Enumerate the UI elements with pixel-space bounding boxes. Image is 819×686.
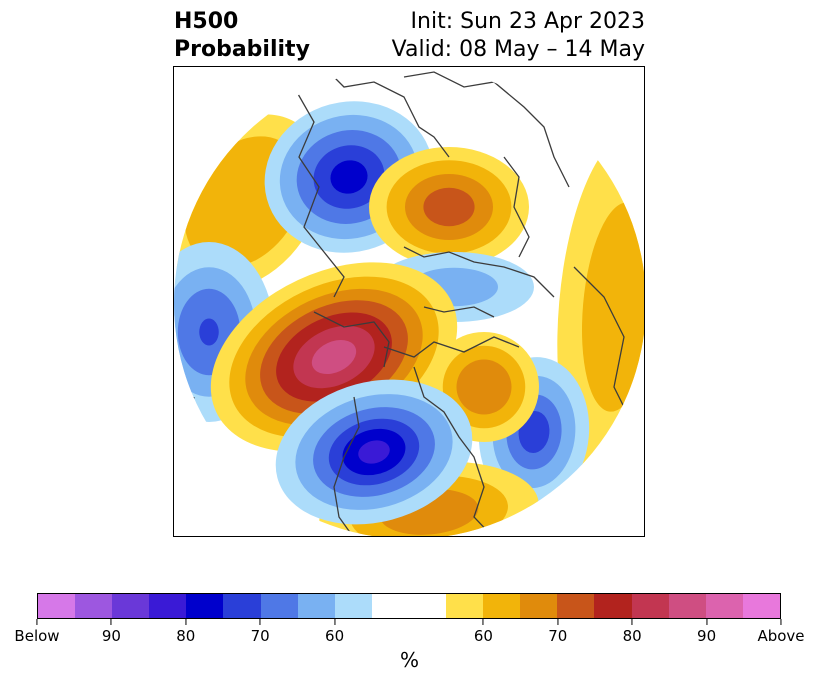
colorbar-ticks: Below 90 80 70 60 60 70 80 90 Above (14, 619, 805, 649)
coastline (573, 266, 635, 428)
coastline (413, 366, 495, 536)
colorbar-tick: 90 (102, 619, 121, 645)
colorbar-tick-label: 60 (325, 627, 345, 645)
probability-contour (199, 318, 219, 346)
colorbar-unit-label: % (399, 648, 419, 672)
polar-stereographic-map (174, 67, 644, 536)
colorbar-tick: 80 (176, 619, 195, 645)
colorbar-tick: 80 (623, 619, 642, 645)
probability-contour (456, 359, 512, 415)
colorbar-segment (297, 594, 335, 618)
probability-contour (311, 339, 357, 375)
coastline (503, 156, 530, 258)
colorbar-segment (112, 594, 150, 618)
colorbar-segment (557, 594, 595, 618)
product-label: Probability (174, 37, 310, 62)
colorbar-tick: Above (757, 619, 805, 645)
coastline (293, 86, 345, 298)
colorbar-segment (75, 594, 113, 618)
colorbar-segment (742, 594, 780, 618)
colorbar-tick: Below (14, 619, 60, 645)
valid-range-label: Valid: 08 May – 14 May (391, 37, 645, 62)
colorbar-tick: 70 (251, 619, 270, 645)
plot-title-left: H500 Probability (174, 8, 310, 64)
colorbar-tick-label: Above (757, 627, 805, 645)
coastline (323, 67, 450, 158)
init-date-label: Init: Sun 23 Apr 2023 (410, 9, 645, 34)
colorbar-tick-label: 70 (250, 627, 270, 645)
coastline (383, 336, 520, 358)
colorbar-segment (668, 594, 706, 618)
probability-contour (423, 187, 475, 227)
colorbar-segment (149, 594, 187, 618)
coastline (423, 306, 495, 318)
colorbar-tick: 60 (474, 619, 493, 645)
colorbar-tick-label: 70 (548, 627, 568, 645)
colorbar-segment (408, 594, 447, 618)
colorbar-tick-label: 90 (101, 627, 121, 645)
coastline (313, 311, 390, 368)
colorbar-segment (260, 594, 298, 618)
colorbar-segment (705, 594, 743, 618)
colorbar-segment (594, 594, 632, 618)
colorbar-segment (38, 594, 76, 618)
colorbar-tick-label: 80 (176, 627, 196, 645)
plot-title-right: Init: Sun 23 Apr 2023 Valid: 08 May – 14… (392, 8, 645, 64)
colorbar-segment (520, 594, 558, 618)
colorbar (37, 593, 781, 619)
colorbar-tick-label: 90 (697, 627, 717, 645)
colorbar-segment (223, 594, 261, 618)
colorbar-tick: 70 (548, 619, 567, 645)
coastline (403, 71, 570, 188)
colorbar-tick: 90 (697, 619, 716, 645)
colorbar-segment (446, 594, 484, 618)
coastline (403, 246, 555, 298)
coastline (333, 396, 360, 536)
colorbar-segment (483, 594, 521, 618)
colorbar-tick-label: 80 (622, 627, 642, 645)
colorbar-tick: 60 (325, 619, 344, 645)
probability-contour (358, 440, 390, 464)
colorbar-segment (631, 594, 669, 618)
colorbar-tick-label: 60 (473, 627, 493, 645)
colorbar-segment (371, 594, 409, 618)
probability-contour (330, 160, 368, 194)
probability-contour (581, 202, 644, 412)
probability-map (173, 66, 645, 537)
colorbar-tick-label: Below (14, 627, 60, 645)
colorbar-segment (334, 594, 372, 618)
variable-label: H500 (174, 9, 239, 34)
colorbar-segment (186, 594, 224, 618)
